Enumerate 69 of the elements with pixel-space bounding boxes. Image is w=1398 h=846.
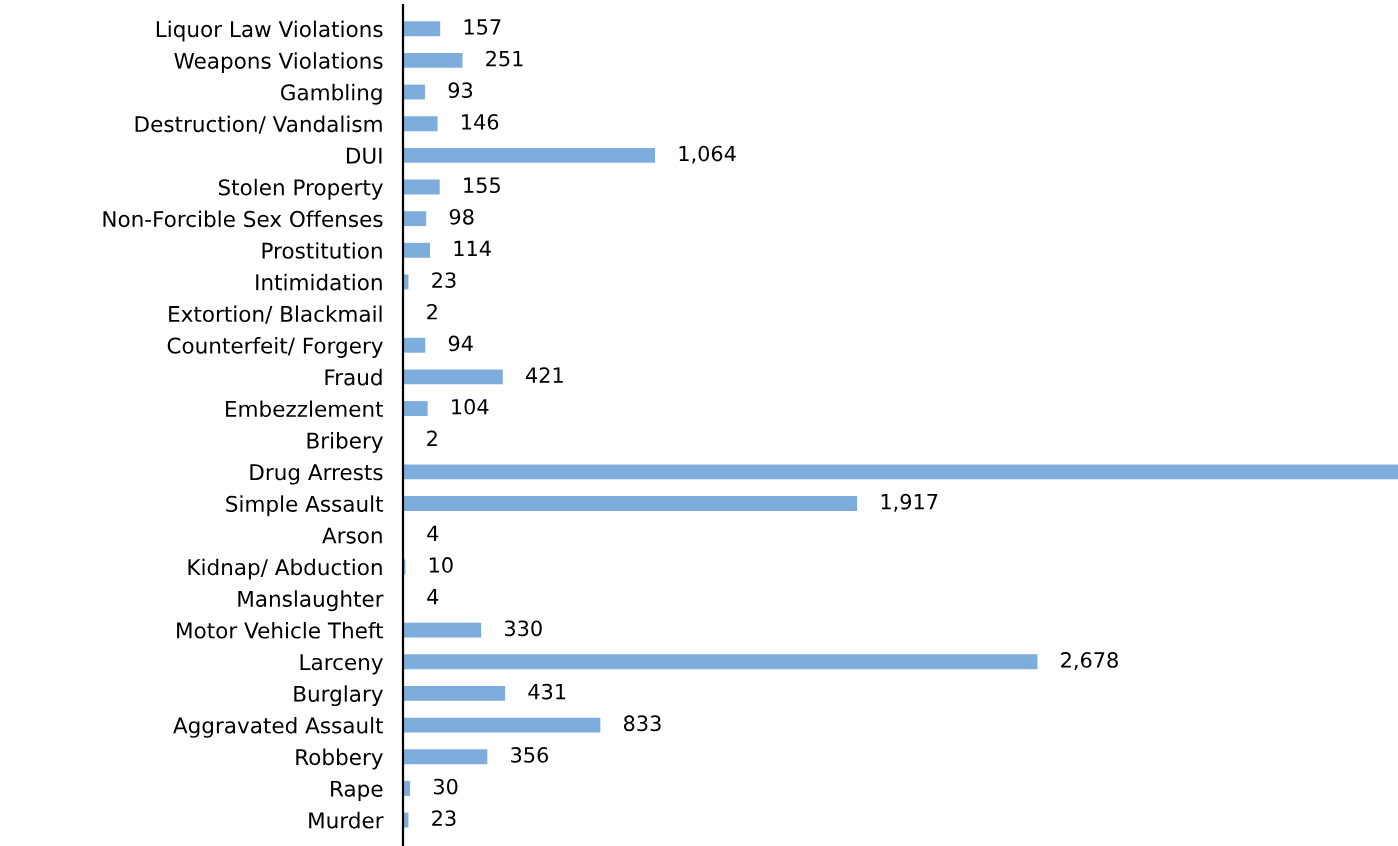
data-label: 114 bbox=[454, 240, 491, 257]
bar bbox=[403, 622, 482, 638]
y-tick-label: Kidnap/ Abduction bbox=[188, 558, 382, 580]
y-tick-label: Fraud bbox=[325, 368, 382, 386]
data-label: 330 bbox=[504, 620, 542, 637]
y-tick-label: Intimidation bbox=[256, 273, 382, 291]
y-tick-label: Simple Assault bbox=[226, 495, 384, 517]
data-label: 30 bbox=[433, 778, 458, 795]
bar bbox=[403, 337, 426, 353]
y-tick-label: Prostitution bbox=[262, 242, 382, 259]
y-tick-label: Burglary bbox=[294, 685, 383, 707]
bar bbox=[403, 496, 858, 511]
y-tick-label: Larceny bbox=[300, 654, 383, 675]
data-label: 833 bbox=[623, 715, 661, 732]
data-label: 104 bbox=[452, 398, 489, 415]
bar bbox=[403, 654, 1038, 670]
data-label: 10 bbox=[429, 557, 453, 573]
y-tick-label: Destruction/ Vandalism bbox=[135, 115, 382, 134]
data-label: 23 bbox=[432, 810, 456, 827]
data-label: 431 bbox=[528, 683, 566, 700]
data-label: 23 bbox=[432, 272, 456, 288]
data-label: 2 bbox=[427, 430, 437, 446]
bar bbox=[403, 369, 503, 385]
bar bbox=[403, 686, 506, 701]
data-label: 1,064 bbox=[679, 145, 736, 164]
data-label: 98 bbox=[449, 208, 474, 225]
data-label: 2,678 bbox=[1061, 652, 1118, 670]
y-tick-label: Rape bbox=[331, 780, 383, 802]
y-tick-label: Bribery bbox=[307, 432, 383, 453]
data-label: 356 bbox=[511, 747, 549, 763]
bar bbox=[403, 84, 426, 100]
bar bbox=[403, 464, 1398, 480]
data-label: 421 bbox=[525, 367, 563, 383]
bar bbox=[403, 116, 438, 132]
y-tick-label: Drug Arrests bbox=[250, 464, 383, 485]
bar bbox=[403, 211, 427, 227]
bar bbox=[403, 717, 601, 733]
data-label: 251 bbox=[486, 50, 523, 67]
y-tick-label: Weapons Violations bbox=[174, 52, 383, 74]
data-label: 146 bbox=[462, 113, 499, 130]
bar bbox=[403, 21, 441, 37]
data-label: 157 bbox=[464, 19, 501, 35]
bar bbox=[403, 242, 431, 258]
y-tick-label: Gambling bbox=[280, 83, 382, 105]
y-tick-label: Motor Vehicle Theft bbox=[177, 621, 384, 639]
y-tick-label: DUI bbox=[346, 147, 382, 164]
y-tick-label: Murder bbox=[309, 811, 384, 829]
data-label: 4 bbox=[427, 525, 439, 541]
bar bbox=[403, 401, 428, 416]
y-tick-label: Stolen Property bbox=[218, 178, 383, 200]
data-label: 1,917 bbox=[881, 493, 938, 512]
y-tick-label: Liquor Law Violations bbox=[156, 20, 383, 42]
data-label: 155 bbox=[464, 177, 500, 194]
bar bbox=[403, 147, 656, 163]
y-tick-label: Extortion/ Blackmail bbox=[169, 305, 382, 324]
y-tick-label: Non-Forcible Sex Offenses bbox=[103, 210, 383, 228]
data-label: 2 bbox=[427, 303, 437, 320]
y-tick-label: Aggravated Assault bbox=[173, 716, 384, 738]
bar bbox=[403, 749, 488, 765]
y-tick-label: Robbery bbox=[296, 748, 383, 770]
bar bbox=[403, 179, 440, 195]
data-label: 4 bbox=[427, 589, 439, 605]
y-tick-label: Embezzlement bbox=[226, 400, 384, 418]
data-label: 93 bbox=[448, 82, 473, 99]
y-tick-label: Manslaughter bbox=[238, 590, 384, 612]
data-label: 94 bbox=[448, 335, 473, 352]
bar bbox=[403, 52, 463, 68]
y-tick-label: Arson bbox=[322, 527, 382, 544]
y-tick-label: Counterfeit/ Forgery bbox=[167, 337, 383, 358]
